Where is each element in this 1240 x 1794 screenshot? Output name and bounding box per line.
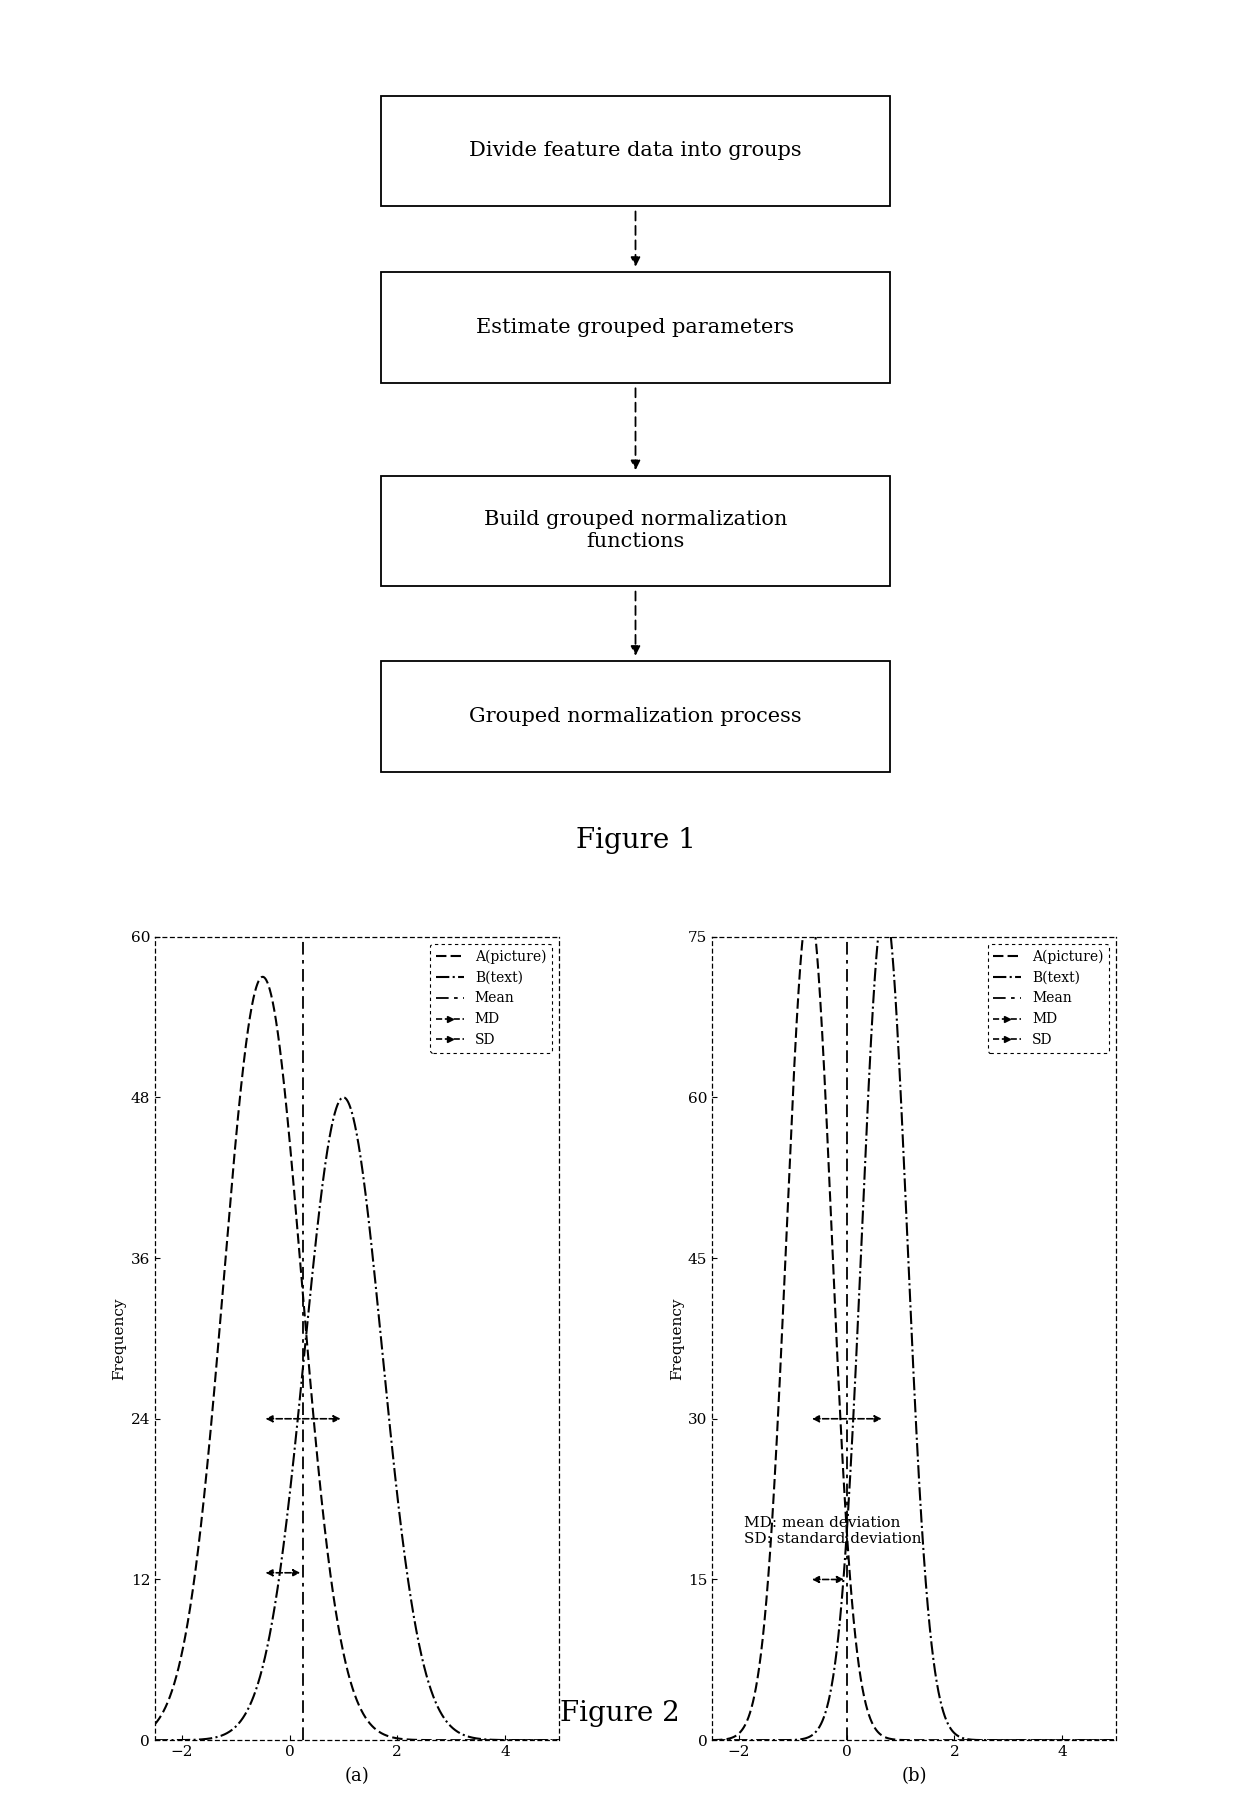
Text: Figure 1: Figure 1 <box>575 827 696 854</box>
Y-axis label: Frequency: Frequency <box>113 1297 126 1380</box>
X-axis label: (b): (b) <box>901 1767 926 1785</box>
Text: MD: mean deviation
SD: standard deviation: MD: mean deviation SD: standard deviatio… <box>744 1516 921 1546</box>
Text: Divide feature data into groups: Divide feature data into groups <box>469 142 802 160</box>
Text: Estimate grouped parameters: Estimate grouped parameters <box>476 318 795 337</box>
FancyBboxPatch shape <box>381 475 890 587</box>
X-axis label: (a): (a) <box>345 1767 370 1785</box>
Text: Grouped normalization process: Grouped normalization process <box>469 707 802 727</box>
Legend: A(picture), B(text), Mean, MD, SD: A(picture), B(text), Mean, MD, SD <box>430 944 552 1053</box>
FancyBboxPatch shape <box>381 662 890 771</box>
Text: Figure 2: Figure 2 <box>560 1699 680 1728</box>
Legend: A(picture), B(text), Mean, MD, SD: A(picture), B(text), Mean, MD, SD <box>987 944 1109 1053</box>
Y-axis label: Frequency: Frequency <box>670 1297 683 1380</box>
Text: Build grouped normalization
functions: Build grouped normalization functions <box>484 509 787 551</box>
FancyBboxPatch shape <box>381 95 890 206</box>
FancyBboxPatch shape <box>381 273 890 382</box>
